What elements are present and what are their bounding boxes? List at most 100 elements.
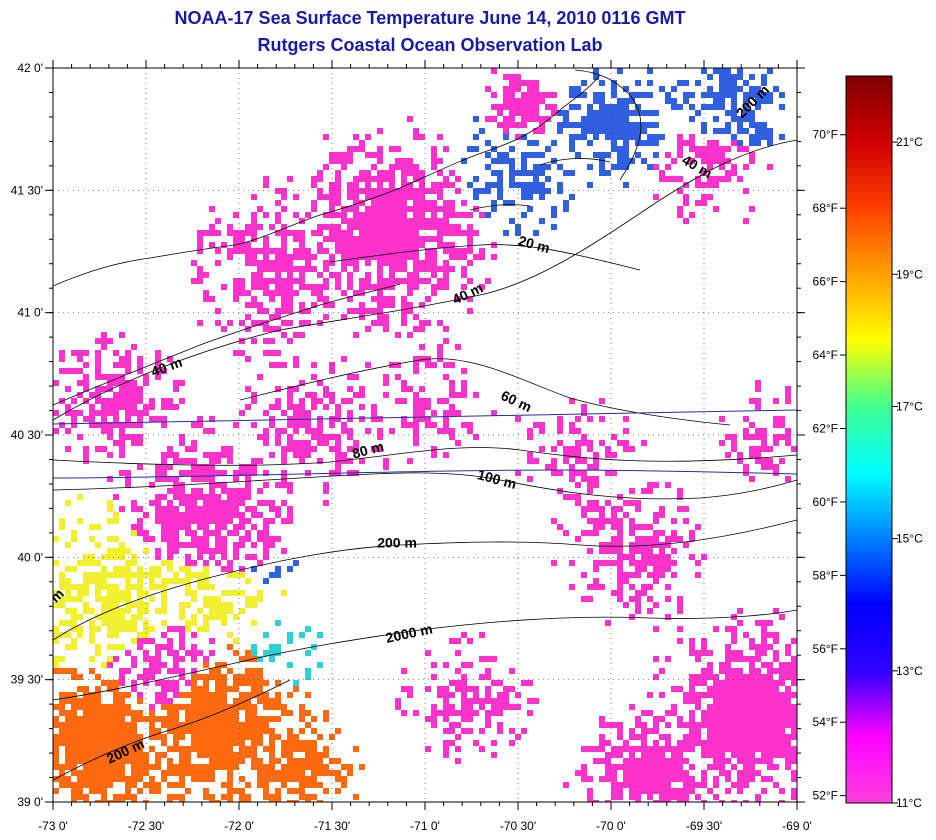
sst-pixel xyxy=(641,728,647,734)
sst-pixel xyxy=(467,422,473,428)
sst-pixel xyxy=(197,320,203,326)
sst-pixel xyxy=(455,746,461,752)
sst-pixel xyxy=(71,740,77,746)
sst-pixel xyxy=(593,476,599,482)
sst-pixel xyxy=(401,668,407,674)
sst-pixel xyxy=(245,530,251,536)
sst-pixel xyxy=(293,194,299,200)
sst-pixel xyxy=(107,740,113,746)
sst-pixel xyxy=(707,146,713,152)
sst-pixel xyxy=(647,572,653,578)
sst-pixel xyxy=(95,698,101,704)
sst-pixel xyxy=(149,674,155,680)
sst-pixel xyxy=(773,734,779,740)
sst-pixel xyxy=(455,440,461,446)
sst-pixel xyxy=(335,200,341,206)
sst-pixel xyxy=(161,662,167,668)
sst-pixel xyxy=(593,524,599,530)
sst-pixel xyxy=(617,524,623,530)
sst-pixel xyxy=(65,542,71,548)
sst-pixel xyxy=(515,74,521,80)
sst-pixel xyxy=(617,68,623,74)
sst-pixel xyxy=(527,206,533,212)
sst-pixel xyxy=(677,488,683,494)
sst-pixel xyxy=(239,500,245,506)
sst-pixel xyxy=(467,224,473,230)
sst-pixel xyxy=(233,752,239,758)
sst-pixel xyxy=(713,128,719,134)
sst-pixel xyxy=(263,782,269,788)
sst-pixel xyxy=(719,746,725,752)
sst-pixel xyxy=(281,290,287,296)
sst-pixel xyxy=(185,566,191,572)
sst-pixel xyxy=(203,476,209,482)
sst-pixel xyxy=(521,104,527,110)
sst-pixel xyxy=(281,458,287,464)
sst-pixel xyxy=(473,686,479,692)
sst-pixel xyxy=(77,674,83,680)
sst-pixel xyxy=(203,542,209,548)
contour-label: 40 m xyxy=(450,279,486,307)
sst-pixel xyxy=(635,716,641,722)
sst-pixel xyxy=(167,728,173,734)
sst-pixel xyxy=(647,770,653,776)
sst-pixel xyxy=(245,326,251,332)
sst-pixel xyxy=(617,110,623,116)
sst-pixel xyxy=(311,290,317,296)
sst-pixel xyxy=(209,452,215,458)
sst-pixel xyxy=(281,704,287,710)
sst-pixel xyxy=(551,518,557,524)
sst-pixel xyxy=(137,530,143,536)
sst-pixel xyxy=(245,656,251,662)
sst-pixel xyxy=(593,578,599,584)
sst-pixel xyxy=(215,560,221,566)
sst-pixel xyxy=(383,314,389,320)
sst-pixel xyxy=(329,368,335,374)
sst-pixel xyxy=(689,134,695,140)
sst-pixel xyxy=(743,692,749,698)
sst-pixel xyxy=(761,692,767,698)
sst-pixel xyxy=(587,596,593,602)
sst-pixel xyxy=(773,434,779,440)
sst-pixel xyxy=(371,404,377,410)
sst-pixel xyxy=(293,356,299,362)
sst-pixel xyxy=(479,212,485,218)
sst-pixel xyxy=(167,536,173,542)
sst-pixel xyxy=(221,446,227,452)
sst-pixel xyxy=(203,530,209,536)
sst-pixel xyxy=(311,176,317,182)
sst-pixel xyxy=(617,722,623,728)
sst-pixel xyxy=(383,248,389,254)
sst-pixel xyxy=(383,464,389,470)
sst-pixel xyxy=(299,320,305,326)
sst-pixel xyxy=(71,674,77,680)
sst-pixel xyxy=(785,752,791,758)
sst-pixel xyxy=(737,74,743,80)
sst-pixel xyxy=(269,296,275,302)
sst-pixel xyxy=(203,776,209,782)
sst-pixel xyxy=(83,758,89,764)
sst-pixel xyxy=(359,146,365,152)
sst-pixel xyxy=(185,524,191,530)
sst-pixel xyxy=(143,638,149,644)
sst-pixel xyxy=(413,176,419,182)
sst-pixel xyxy=(233,530,239,536)
sst-pixel xyxy=(71,758,77,764)
sst-pixel xyxy=(71,722,77,728)
sst-pixel xyxy=(239,692,245,698)
sst-pixel xyxy=(749,692,755,698)
sst-pixel xyxy=(293,440,299,446)
sst-pixel xyxy=(359,404,365,410)
sst-pixel xyxy=(767,686,773,692)
sst-pixel xyxy=(377,170,383,176)
sst-pixel xyxy=(707,194,713,200)
sst-pixel xyxy=(203,548,209,554)
sst-pixel xyxy=(311,200,317,206)
sst-pixel xyxy=(707,728,713,734)
sst-pixel xyxy=(461,266,467,272)
sst-pixel xyxy=(503,92,509,98)
sst-pixel xyxy=(197,722,203,728)
sst-pixel xyxy=(647,764,653,770)
sst-pixel xyxy=(197,584,203,590)
sst-pixel xyxy=(701,128,707,134)
